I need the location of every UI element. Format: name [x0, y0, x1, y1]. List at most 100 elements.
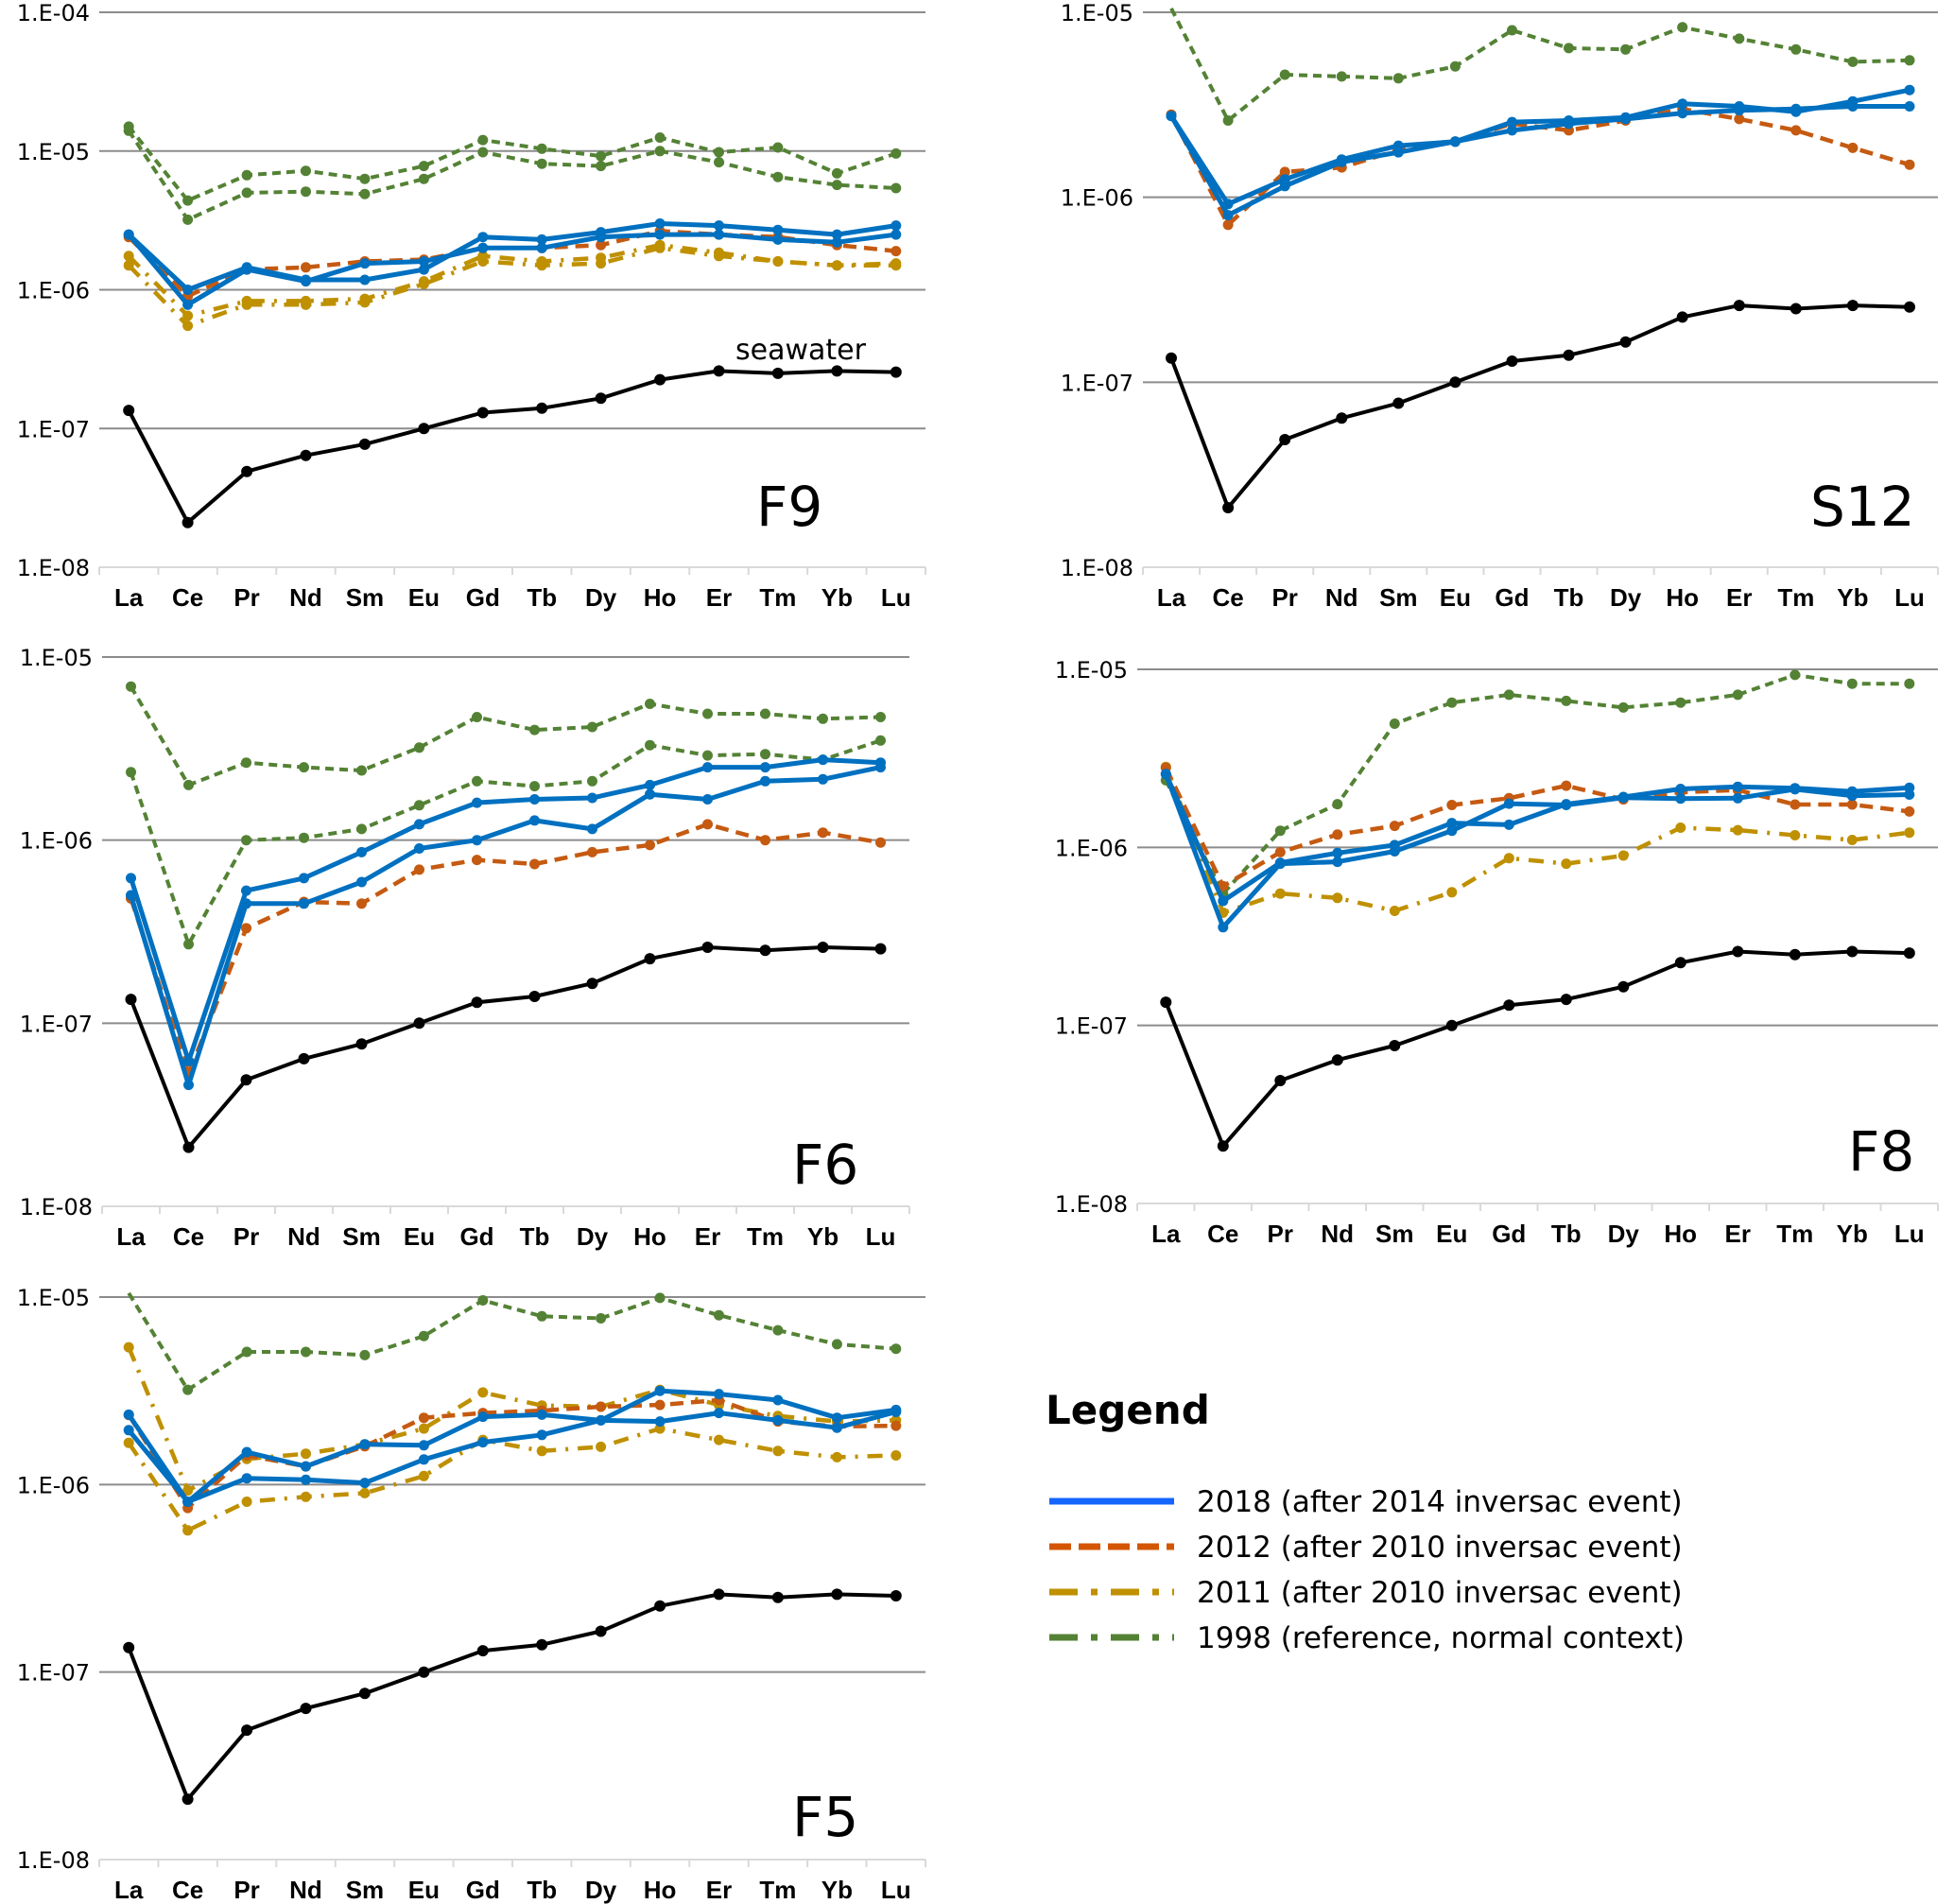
- data-point: [596, 150, 607, 162]
- x-tick-label: La: [1157, 583, 1186, 612]
- data-point: [875, 762, 886, 773]
- data-point: [359, 188, 371, 199]
- data-point: [536, 1429, 547, 1441]
- data-point: [644, 953, 656, 965]
- data-point: [772, 142, 784, 153]
- series-1998: [126, 681, 886, 790]
- x-tick-label: Yb: [1837, 583, 1868, 612]
- data-point: [183, 1080, 194, 1091]
- data-point: [529, 794, 540, 805]
- x-tick-label: Ce: [172, 583, 203, 612]
- data-point: [125, 994, 137, 1006]
- data-point: [472, 855, 482, 866]
- data-point: [874, 943, 887, 955]
- series-seawater: [1160, 945, 1915, 1152]
- panel-label: S12: [1810, 475, 1915, 539]
- data-point: [891, 246, 902, 257]
- data-point: [358, 438, 371, 450]
- data-point: [182, 320, 194, 332]
- x-tick-label: Sm: [1379, 583, 1417, 612]
- data-point: [123, 1437, 134, 1448]
- data-point: [714, 147, 724, 158]
- data-point: [1507, 125, 1517, 136]
- data-point: [831, 260, 842, 271]
- y-tick-label: 1.E-07: [17, 416, 90, 442]
- data-point: [702, 708, 713, 719]
- data-point: [1274, 858, 1286, 870]
- data-point: [772, 224, 784, 235]
- data-point: [529, 815, 540, 826]
- data-point: [301, 1474, 311, 1485]
- data-point: [891, 220, 902, 232]
- data-point: [123, 1409, 134, 1420]
- series-line: [129, 945, 881, 1150]
- series-2018: [123, 1407, 902, 1507]
- data-point: [1790, 125, 1802, 136]
- x-tick-label: Ho: [1664, 1220, 1697, 1248]
- x-tick-label: Eu: [408, 583, 440, 612]
- y-tick-label: 1.E-06: [20, 828, 93, 855]
- y-tick-label: 1.E-05: [17, 139, 90, 165]
- data-point: [1904, 301, 1915, 313]
- data-point: [1677, 98, 1688, 110]
- x-tick-label: Sm: [346, 583, 384, 612]
- data-point: [654, 373, 666, 386]
- data-point: [1279, 69, 1290, 80]
- data-point: [358, 1688, 371, 1700]
- data-point: [1274, 846, 1286, 857]
- x-tick-label: Dy: [1610, 583, 1642, 612]
- data-point: [418, 1423, 429, 1434]
- data-point: [1733, 300, 1745, 312]
- data-point: [702, 762, 713, 773]
- data-point: [654, 1600, 666, 1612]
- x-tick-label: Er: [1726, 583, 1752, 612]
- data-point: [760, 749, 770, 760]
- y-tick-label: 1.E-05: [1061, 0, 1133, 26]
- data-point: [891, 260, 902, 271]
- data-point: [241, 299, 252, 310]
- series-1998: [123, 121, 902, 206]
- data-point: [126, 873, 136, 884]
- legend-label: 2018 (after 2014 inversac event): [1197, 1485, 1683, 1519]
- x-tick-label: Lu: [881, 1876, 911, 1904]
- data-point: [1732, 689, 1743, 701]
- data-point: [890, 366, 902, 378]
- data-point: [760, 708, 770, 719]
- data-point: [123, 229, 134, 240]
- series-line: [1164, 767, 1911, 889]
- data-point: [472, 797, 482, 808]
- data-point: [241, 465, 253, 477]
- data-point: [1218, 922, 1229, 933]
- data-point: [654, 218, 666, 229]
- data-point: [1561, 800, 1572, 810]
- data-point: [1392, 73, 1404, 84]
- x-tick-label: Lu: [1894, 583, 1925, 612]
- data-point: [123, 251, 134, 262]
- data-point: [645, 779, 655, 790]
- series-2011: [123, 242, 902, 332]
- y-tick-label: 1.E-07: [17, 1660, 90, 1687]
- data-point: [1160, 996, 1172, 1009]
- data-point: [240, 1074, 252, 1086]
- data-point: [123, 1641, 135, 1653]
- data-point: [536, 1445, 547, 1457]
- data-point: [123, 1341, 134, 1353]
- data-point: [1160, 769, 1171, 780]
- series-2018: [1160, 769, 1915, 933]
- data-point: [477, 1437, 489, 1448]
- series-line: [1168, 104, 1910, 218]
- data-point: [714, 1389, 724, 1400]
- legend-item-2012: 2012 (after 2010 inversac event): [1049, 1531, 1683, 1565]
- data-point: [1449, 61, 1461, 72]
- data-point: [476, 407, 489, 419]
- data-point: [1446, 697, 1458, 708]
- data-point: [831, 1412, 842, 1424]
- data-point: [818, 773, 828, 785]
- data-point: [1274, 825, 1286, 837]
- data-point: [596, 232, 607, 243]
- data-point: [1675, 793, 1686, 805]
- data-point: [1734, 33, 1745, 44]
- data-point: [418, 173, 429, 184]
- data-point: [241, 885, 251, 896]
- data-point: [1503, 798, 1514, 809]
